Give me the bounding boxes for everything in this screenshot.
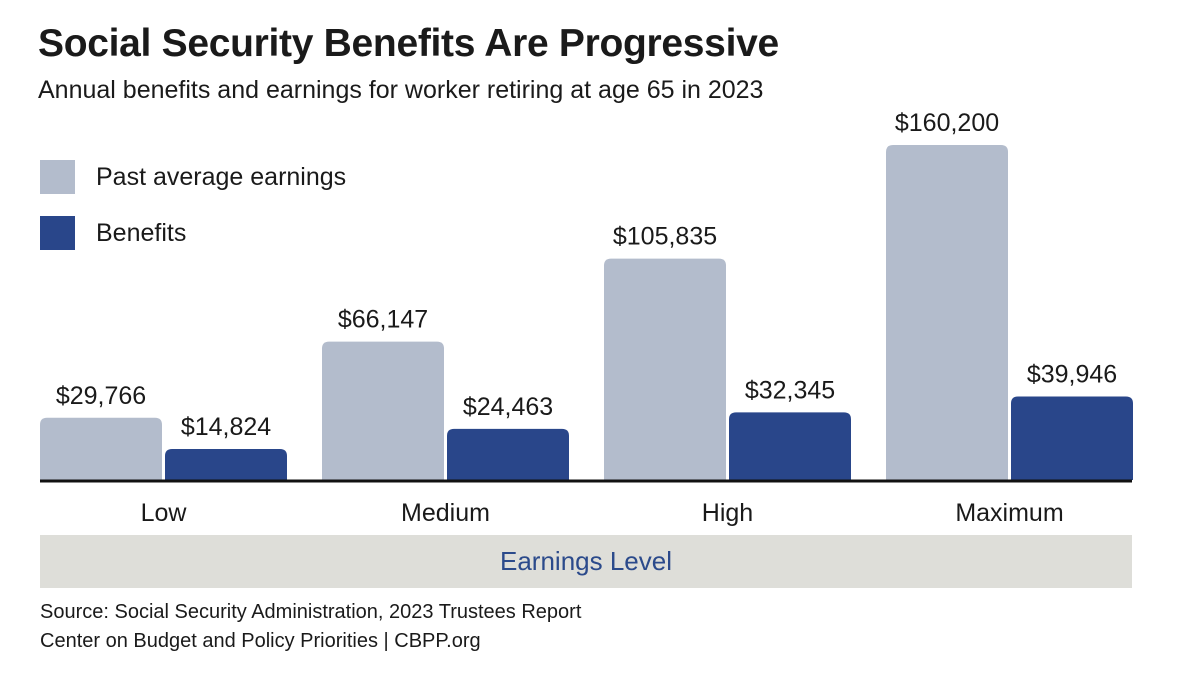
x-tick-label-low: Low	[141, 499, 188, 527]
x-tick-label-high: High	[702, 499, 753, 527]
data-label-benefits-high: $32,345	[745, 376, 835, 404]
legend-label-earnings: Past average earnings	[96, 162, 347, 191]
bar-benefits-high	[729, 412, 851, 480]
chart-subtitle: Annual benefits and earnings for worker …	[38, 76, 764, 104]
data-label-earnings-low: $29,766	[56, 382, 146, 410]
bar-benefits-medium	[447, 428, 569, 480]
data-label-earnings-high: $105,835	[613, 223, 717, 251]
bar-benefits-maximum	[1011, 396, 1133, 480]
legend-label-benefits: Benefits	[96, 218, 187, 247]
x-axis-title-band: Earnings Level	[40, 535, 1132, 588]
data-label-earnings-medium: $66,147	[338, 306, 428, 334]
x-axis-title: Earnings Level	[500, 546, 672, 576]
data-label-benefits-medium: $24,463	[463, 393, 553, 421]
bar-earnings-maximum	[886, 145, 1008, 480]
x-tick-label-maximum: Maximum	[955, 499, 1063, 527]
data-label-benefits-low: $14,824	[181, 413, 271, 441]
bar-chart: $29,766 $14,824 Low $66,147 $24,463 Medium $10…	[40, 109, 1133, 527]
source-note: Source: Social Security Administration, …	[40, 601, 582, 623]
organization-note: Center on Budget and Policy Priorities |…	[40, 630, 481, 652]
x-tick-label-medium: Medium	[401, 499, 490, 527]
bar-earnings-high	[604, 258, 726, 480]
chart-title: Social Security Benefits Are Progressive	[38, 22, 779, 65]
legend-swatch-benefits	[40, 216, 75, 250]
bar-earnings-medium	[322, 341, 444, 480]
legend-swatch-earnings	[40, 160, 75, 194]
data-label-earnings-maximum: $160,200	[895, 109, 999, 137]
legend-item-benefits: Benefits	[40, 216, 186, 250]
bar-earnings-low	[40, 417, 162, 480]
data-label-benefits-maximum: $39,946	[1027, 360, 1117, 388]
legend-item-earnings: Past average earnings	[40, 160, 346, 194]
bar-benefits-low	[165, 449, 287, 480]
